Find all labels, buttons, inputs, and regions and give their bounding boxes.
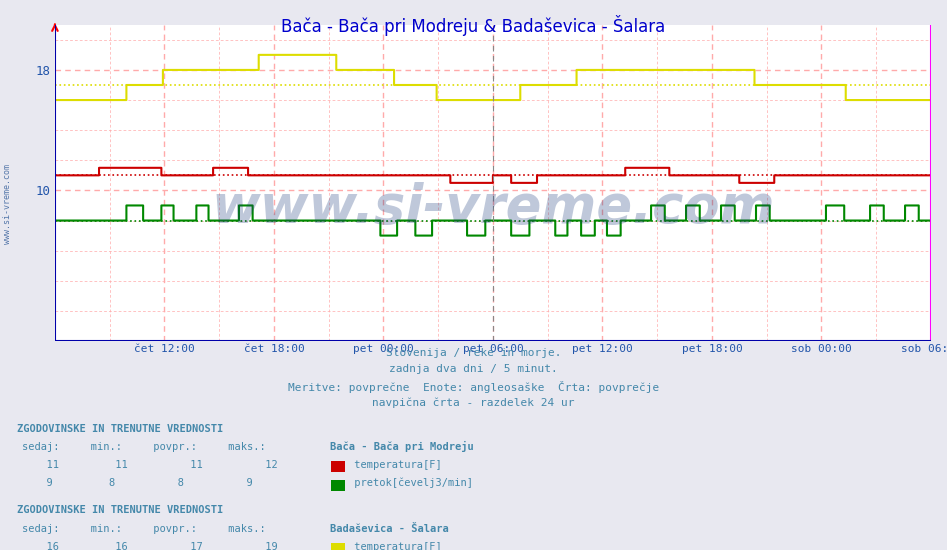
Text: sedaj:     min.:     povpr.:     maks.:: sedaj: min.: povpr.: maks.:: [22, 524, 265, 534]
Text: www.si-vreme.com: www.si-vreme.com: [211, 182, 775, 234]
Text: Slovenija / reke in morje.: Slovenija / reke in morje.: [385, 348, 562, 358]
Text: Badaševica - Šalara: Badaševica - Šalara: [330, 524, 448, 534]
Text: pretok[čevelj3/min]: pretok[čevelj3/min]: [348, 478, 474, 488]
Text: ZGODOVINSKE IN TRENUTNE VREDNOSTI: ZGODOVINSKE IN TRENUTNE VREDNOSTI: [17, 424, 223, 434]
Text: zadnja dva dni / 5 minut.: zadnja dva dni / 5 minut.: [389, 364, 558, 374]
Text: Bača - Bača pri Modreju: Bača - Bača pri Modreju: [330, 441, 474, 452]
Text: sedaj:     min.:     povpr.:     maks.:: sedaj: min.: povpr.: maks.:: [22, 442, 265, 452]
Text: Meritve: povprečne  Enote: angleosaške  Črta: povprečje: Meritve: povprečne Enote: angleosaške Čr…: [288, 381, 659, 393]
Text: 16         16          17          19: 16 16 17 19: [34, 542, 277, 550]
Text: Bača - Bača pri Modreju & Badaševica - Šalara: Bača - Bača pri Modreju & Badaševica - Š…: [281, 15, 666, 36]
Text: temperatura[F]: temperatura[F]: [348, 460, 442, 470]
Text: 11         11          11          12: 11 11 11 12: [34, 460, 277, 470]
Text: temperatura[F]: temperatura[F]: [348, 542, 442, 550]
Text: navpična črta - razdelek 24 ur: navpična črta - razdelek 24 ur: [372, 397, 575, 408]
Text: www.si-vreme.com: www.si-vreme.com: [3, 163, 12, 244]
Text: ZGODOVINSKE IN TRENUTNE VREDNOSTI: ZGODOVINSKE IN TRENUTNE VREDNOSTI: [17, 505, 223, 515]
Text: 9         8          8          9: 9 8 8 9: [34, 478, 253, 488]
